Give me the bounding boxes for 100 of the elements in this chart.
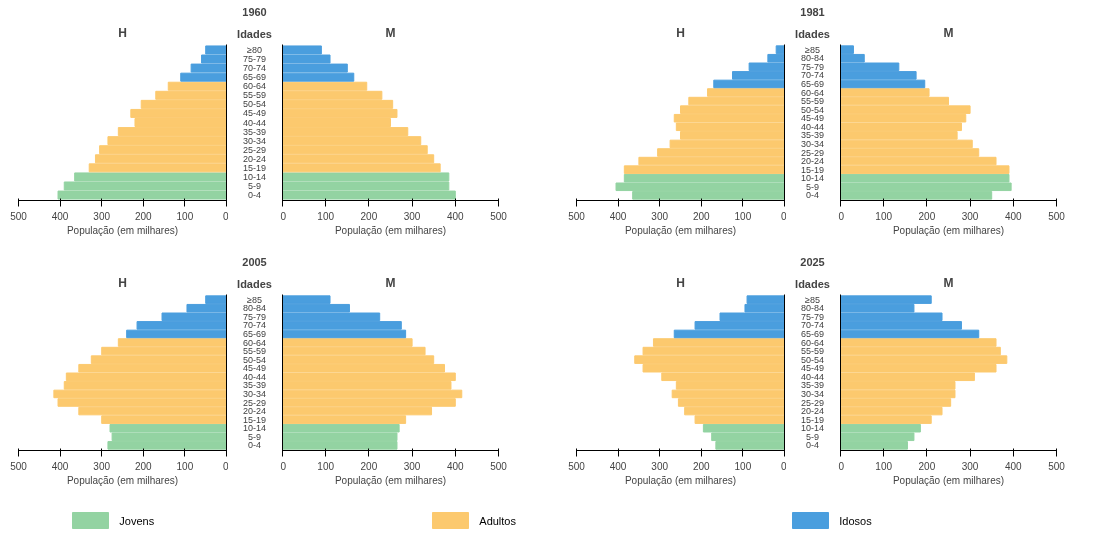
- x-tick-label: 0: [222, 460, 229, 472]
- y-tick-label: 25-29: [242, 144, 267, 155]
- y-tick-label: 10-14: [242, 171, 267, 182]
- y-tick-label: 60-64: [242, 81, 267, 92]
- y-tick-label: 50-54: [242, 354, 267, 365]
- chart-title: M: [385, 25, 396, 40]
- y-tick-label: 50-54: [242, 99, 267, 110]
- y-tick-label: 45-49: [800, 363, 825, 374]
- y-tick-label: 15-19: [800, 414, 825, 425]
- y-tick-label: 45-49: [242, 363, 267, 374]
- x-axis-title: População (em milhares): [892, 224, 1005, 236]
- x-tick-label: 100: [734, 210, 752, 222]
- x-tick-label: 400: [1004, 210, 1023, 222]
- x-tick-label: 100: [317, 210, 335, 222]
- y-tick-label: 80-84: [800, 303, 825, 314]
- y-tick-label: 65-69: [242, 72, 267, 83]
- chart-title: M: [943, 275, 954, 290]
- y-tick-label: 70-74: [800, 320, 825, 331]
- y-tick-label: 70-74: [800, 70, 825, 81]
- x-axis-title: População (em milhares): [624, 224, 737, 236]
- y-tick-label: 20-24: [800, 406, 825, 417]
- y-tick-label: 30-34: [242, 388, 267, 399]
- x-tick-label: 0: [280, 210, 287, 222]
- legend-label: Adultos: [479, 514, 517, 527]
- x-tick-label: 0: [222, 210, 229, 222]
- y-axis-title: Idades: [237, 27, 272, 40]
- y-tick-label: 50-54: [800, 104, 825, 115]
- y-tick-label: 0-4: [806, 190, 820, 201]
- x-tick-label: 300: [961, 460, 979, 472]
- y-tick-label: 80-84: [242, 303, 267, 314]
- x-tick-label: 300: [651, 210, 669, 222]
- y-tick-label: 20-24: [242, 153, 267, 164]
- y-tick-label: 5-9: [806, 181, 820, 192]
- x-tick-label: 500: [490, 460, 508, 472]
- y-tick-label: 15-19: [242, 162, 267, 173]
- y-tick-label: 0-4: [248, 190, 262, 201]
- y-tick-label: 65-69: [800, 78, 825, 89]
- y-tick-label: 40-44: [800, 121, 825, 132]
- y-tick-label: 20-24: [800, 156, 825, 167]
- x-tick-label: 100: [875, 460, 893, 472]
- y-tick-label: 35-39: [242, 380, 267, 391]
- x-tick-label: 500: [490, 210, 508, 222]
- x-tick-label: 400: [446, 460, 465, 472]
- y-tick-label: 60-64: [800, 87, 825, 98]
- chart-title: H: [676, 25, 685, 40]
- y-tick-label: 30-34: [242, 135, 267, 146]
- y-tick-label: 10-14: [242, 423, 267, 434]
- y-tick-label: 25-29: [800, 147, 825, 158]
- y-tick-label: 10-14: [800, 423, 825, 434]
- y-tick-label: 25-29: [800, 397, 825, 408]
- y-tick-label: ≥85: [805, 44, 820, 55]
- x-tick-label: 400: [446, 210, 465, 222]
- x-tick-label: 500: [10, 210, 28, 222]
- chart-title: H: [118, 275, 127, 290]
- y-tick-label: 55-59: [800, 346, 825, 357]
- y-tick-label: 25-29: [242, 397, 267, 408]
- y-tick-label: 15-19: [800, 164, 825, 175]
- y-tick-label: 45-49: [800, 113, 825, 124]
- y-tick-label: 0-4: [806, 440, 820, 451]
- y-axis-title: Idades: [795, 277, 830, 290]
- legend-label: Idosos: [839, 514, 873, 527]
- x-tick-label: 400: [1004, 460, 1023, 472]
- y-tick-label: 75-79: [242, 311, 267, 322]
- y-tick-label: 60-64: [800, 337, 825, 348]
- x-tick-label: 0: [780, 210, 787, 222]
- x-axis-title: População (em milhares): [334, 474, 447, 486]
- x-tick-label: 500: [568, 210, 586, 222]
- y-tick-label: 30-34: [800, 388, 825, 399]
- x-tick-label: 100: [176, 210, 194, 222]
- y-tick-label: 40-44: [242, 371, 267, 382]
- y-tick-label: 35-39: [242, 126, 267, 137]
- chart-title: H: [676, 275, 685, 290]
- x-tick-label: 100: [317, 460, 335, 472]
- x-axis-title: População (em milhares): [892, 474, 1005, 486]
- x-axis-title: População (em milhares): [66, 224, 179, 236]
- y-tick-label: 55-59: [242, 90, 267, 101]
- y-tick-label: 35-39: [800, 130, 825, 141]
- y-tick-label: 70-74: [242, 63, 267, 74]
- y-tick-label: 75-79: [800, 61, 825, 72]
- y-tick-label: 55-59: [242, 346, 267, 357]
- x-tick-label: 0: [838, 210, 845, 222]
- y-tick-label: 0-4: [248, 440, 262, 451]
- x-tick-label: 200: [360, 460, 378, 472]
- x-tick-label: 500: [10, 460, 28, 472]
- x-tick-label: 100: [734, 460, 752, 472]
- y-tick-label: 20-24: [242, 406, 267, 417]
- x-tick-label: 300: [651, 460, 669, 472]
- x-tick-label: 200: [918, 460, 936, 472]
- x-tick-label: 300: [93, 460, 111, 472]
- x-tick-label: 0: [838, 460, 845, 472]
- x-tick-label: 100: [875, 210, 893, 222]
- y-tick-label: 75-79: [242, 54, 267, 65]
- y-tick-label: 55-59: [800, 96, 825, 107]
- x-axis-title: População (em milhares): [624, 474, 737, 486]
- y-tick-label: ≥80: [247, 44, 262, 55]
- y-tick-label: 5-9: [806, 431, 820, 442]
- x-axis-title: População (em milhares): [66, 474, 179, 486]
- x-tick-label: 200: [360, 210, 378, 222]
- x-tick-label: 500: [568, 460, 586, 472]
- legend-label: Jovens: [119, 514, 155, 527]
